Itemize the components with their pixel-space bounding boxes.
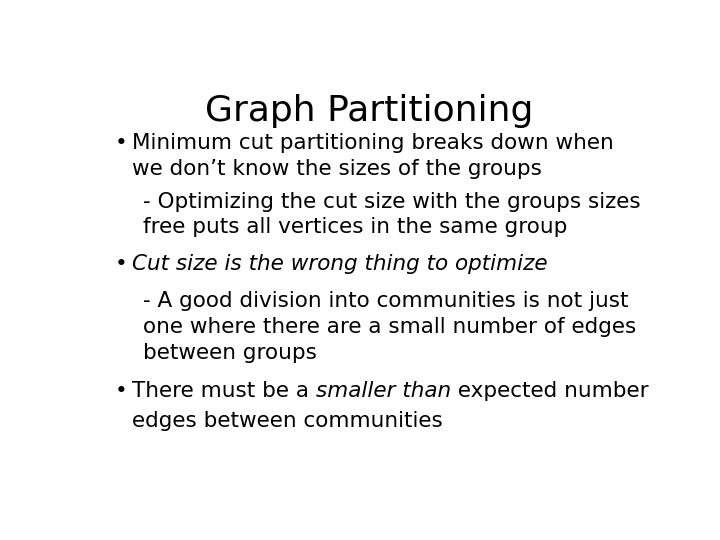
Text: Minimum cut partitioning breaks down when
we don’t know the sizes of the groups: Minimum cut partitioning breaks down whe… (132, 133, 613, 179)
Text: edges between communities: edges between communities (132, 411, 443, 431)
Text: There must be a: There must be a (132, 381, 316, 401)
Text: •: • (115, 254, 128, 274)
Text: - Optimizing the cut size with the groups sizes
free puts all vertices in the sa: - Optimizing the cut size with the group… (143, 192, 641, 237)
Text: •: • (115, 133, 128, 153)
Text: - A good division into communities is not just
one where there are a small numbe: - A good division into communities is no… (143, 292, 636, 363)
Text: smaller than: smaller than (316, 381, 451, 401)
Text: Graph Partitioning: Graph Partitioning (204, 94, 534, 128)
Text: expected number: expected number (451, 381, 649, 401)
Text: Cut size is the wrong thing to optimize: Cut size is the wrong thing to optimize (132, 254, 547, 274)
Text: •: • (115, 381, 128, 401)
